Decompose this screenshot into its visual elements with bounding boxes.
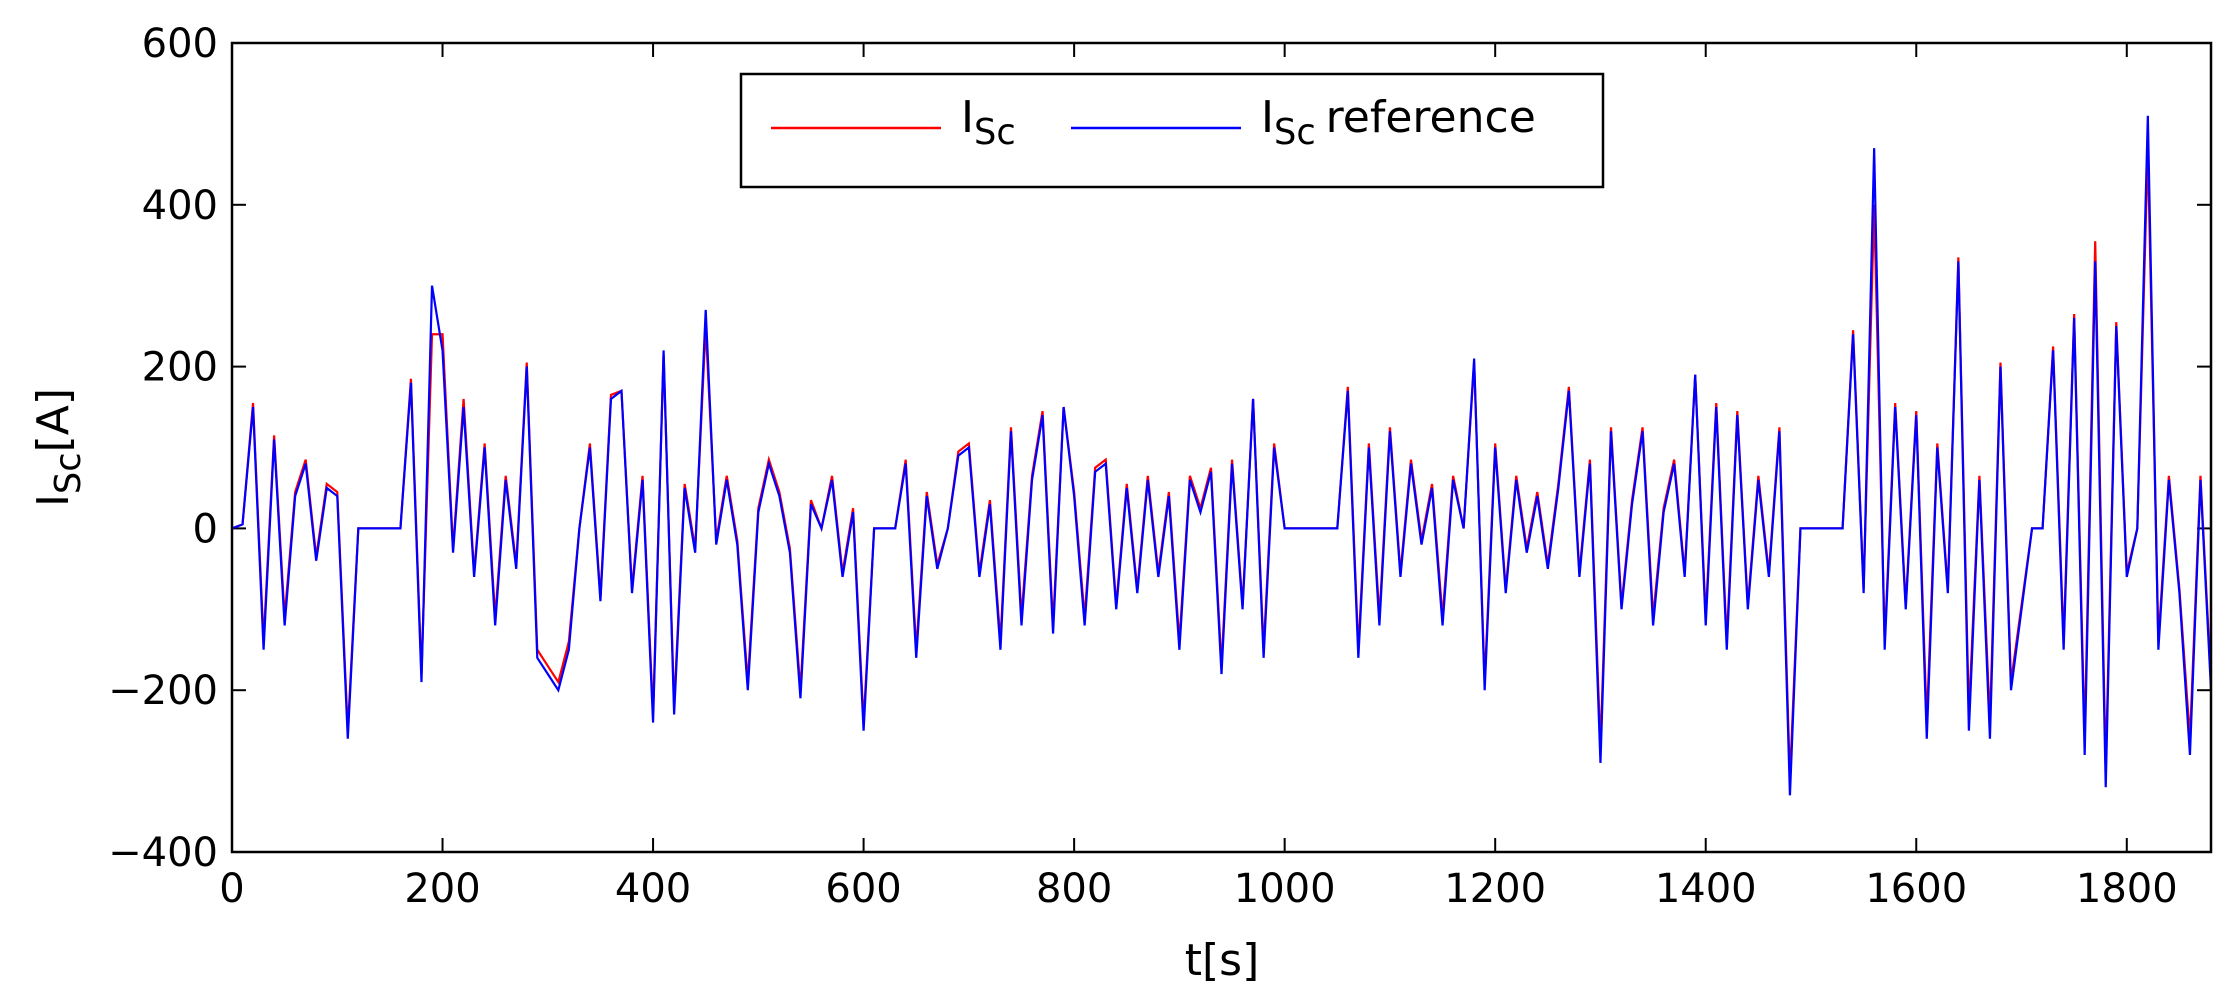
x-tick-label: 800 [1036, 866, 1112, 912]
x-axis-label: t[s] [1185, 935, 1260, 986]
label-subscript: Sc [48, 452, 89, 494]
label-subscript: Sc [1274, 112, 1316, 153]
series-line [231, 115, 2213, 796]
y-axis-label: ISc[A] [28, 388, 89, 507]
legend-label: ISc reference [1261, 92, 1536, 153]
label-suffix: reference [1326, 92, 1536, 143]
y-tick-label: 200 [142, 345, 218, 391]
y-tick-label: 0 [193, 506, 218, 552]
x-tick-label: 1800 [2076, 866, 2178, 912]
x-tick-label: 0 [219, 866, 244, 912]
plot-frame [230, 41, 2213, 854]
y-tick-label: 600 [142, 21, 218, 67]
legend-box [739, 72, 1605, 189]
x-tick-label: 1600 [1865, 866, 1967, 912]
label-symbol: I [1261, 92, 1274, 143]
x-tick-label: 1200 [1444, 866, 1546, 912]
x-tick-label: 1400 [1655, 866, 1757, 912]
label-symbol: I [961, 92, 974, 143]
x-tick-label: 200 [404, 866, 480, 912]
x-tick-label: 400 [615, 866, 691, 912]
y-tick-label: −200 [108, 668, 218, 714]
y-tick-label: −400 [108, 830, 218, 876]
label-symbol: I [28, 494, 79, 507]
label-subscript: Sc [974, 112, 1016, 153]
x-tick-label: 600 [825, 866, 901, 912]
legend-label: ISc [961, 92, 1016, 153]
x-tick-label: 1000 [1234, 866, 1336, 912]
y-tick-label: 400 [142, 183, 218, 229]
label-suffix: [A] [28, 388, 79, 452]
